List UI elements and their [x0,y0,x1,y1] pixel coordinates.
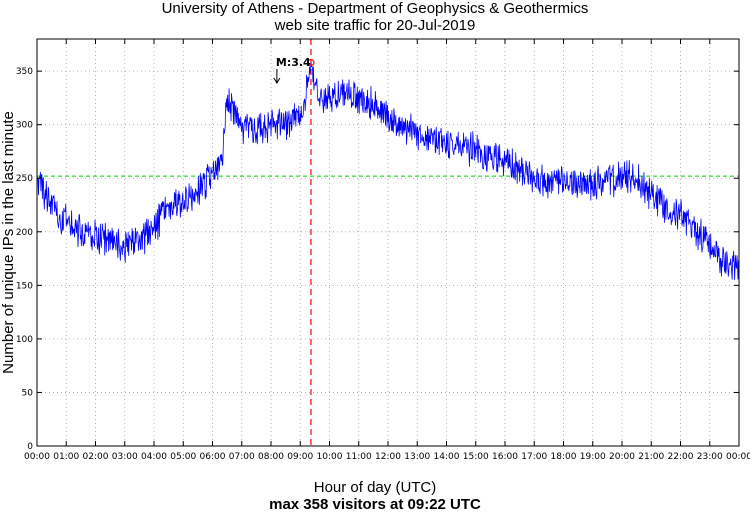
y-tick-label: 300 [16,121,33,131]
x-tick-label: 13:00 [404,452,430,462]
y-tick-label: 250 [16,174,33,184]
x-tick-label: 11:00 [346,452,372,462]
x-tick-label: 23:00 [697,452,723,462]
series-layer [36,62,740,280]
x-tick-label: 01:00 [53,452,79,462]
max-point-marker [307,58,315,67]
y-tick-label: 100 [16,335,33,345]
y-tick-label: 0 [27,442,33,452]
x-tick-label: 04:00 [141,452,167,462]
x-tick-label: 18:00 [551,452,577,462]
x-tick-label: 17:00 [521,452,547,462]
x-tick-label: 06:00 [200,452,226,462]
x-tick-label: 07:00 [229,452,255,462]
ticks: 00:00 01:00 02:00 03:00 04:00 05:00 06:00 07:00… [16,39,750,462]
x-tick-label: 09:00 [287,452,313,462]
x-tick-label: 12:00 [375,452,401,462]
x-axis-label: Hour of day (UTC) [313,479,437,496]
annotation-label: M:3.4 [276,56,311,69]
x-tick-label: 22:00 [668,452,694,462]
max-visitors-label: max 358 visitors at 09:22 UTC [269,496,481,513]
x-tick-label: 08:00 [258,452,284,462]
markers: M:3.4 [273,56,315,84]
annotation-arrowhead [273,77,281,84]
x-tick-label: 14:00 [434,452,460,462]
x-tick-label: 00:00 [24,452,50,462]
x-tick-label: 19:00 [580,452,606,462]
y-tick-label: 50 [22,388,34,398]
y-tick-label: 350 [16,67,33,77]
x-tick-label: 15:00 [463,452,489,462]
x-tick-label: 10:00 [317,452,343,462]
x-tick-label: 16:00 [492,452,518,462]
x-tick-label: 21:00 [638,452,664,462]
y-axis-label: Number of unique IPs in the last minute [0,111,17,374]
chart-title: University of Athens - Department of Geo… [161,0,589,17]
x-tick-label: 03:00 [112,452,138,462]
x-tick-label: 00:00 [726,452,750,462]
y-tick-label: 200 [16,228,33,238]
chart-subtitle: web site traffic for 20-Jul-2019 [274,17,476,34]
y-tick-label: 150 [16,281,33,291]
traffic-series-line [36,62,740,280]
x-tick-label: 02:00 [83,452,109,462]
x-tick-label: 05:00 [170,452,196,462]
x-tick-label: 20:00 [609,452,635,462]
